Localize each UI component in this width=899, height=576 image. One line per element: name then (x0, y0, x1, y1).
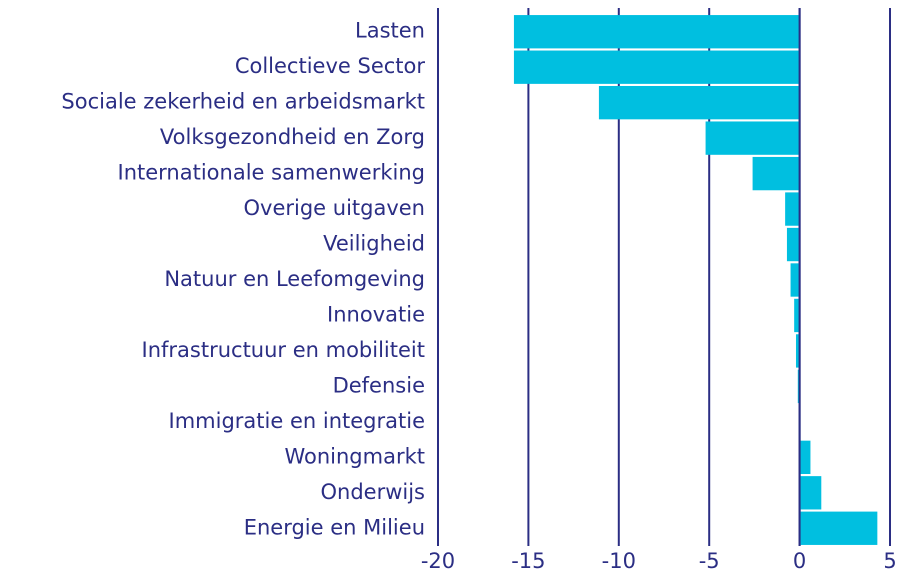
bar (786, 227, 800, 262)
y-tick-label: Energie en Milieu (244, 515, 425, 539)
bar (799, 511, 878, 545)
y-tick-label: Collectieve Sector (235, 54, 426, 78)
x-tick-label: 0 (793, 549, 806, 573)
bar (513, 50, 800, 84)
y-tick-label: Natuur en Leefomgeving (164, 267, 425, 291)
x-tick-label: -5 (699, 549, 720, 573)
y-tick-label: Onderwijs (320, 480, 425, 504)
y-tick-label: Innovatie (327, 302, 425, 326)
y-tick-label: Woningmarkt (284, 444, 425, 468)
x-tick-label: -15 (511, 549, 545, 573)
y-tick-label: Internationale samenwerking (118, 161, 425, 185)
bar (799, 476, 822, 510)
bar (513, 15, 800, 49)
bar (790, 263, 800, 297)
y-tick-label: Infrastructuur en mobiliteit (142, 338, 426, 362)
bar (598, 85, 800, 120)
x-tick-label: -20 (421, 549, 455, 573)
bar (705, 121, 800, 155)
y-tick-label: Veiligheid (323, 232, 425, 256)
x-tick-label: 5 (883, 549, 896, 573)
y-tick-label: Immigratie en integratie (169, 409, 425, 433)
bar (752, 156, 800, 191)
bar (794, 298, 800, 333)
y-tick-label: Defensie (333, 373, 425, 397)
bar (795, 334, 800, 368)
y-tick-label: Lasten (355, 19, 425, 43)
bar (785, 192, 800, 226)
x-tick-label: -10 (602, 549, 636, 573)
y-tick-label: Overige uitgaven (243, 196, 425, 220)
bar (799, 440, 811, 475)
y-tick-label: Volksgezondheid en Zorg (160, 125, 425, 149)
y-tick-label: Sociale zekerheid en arbeidsmarkt (61, 90, 425, 114)
